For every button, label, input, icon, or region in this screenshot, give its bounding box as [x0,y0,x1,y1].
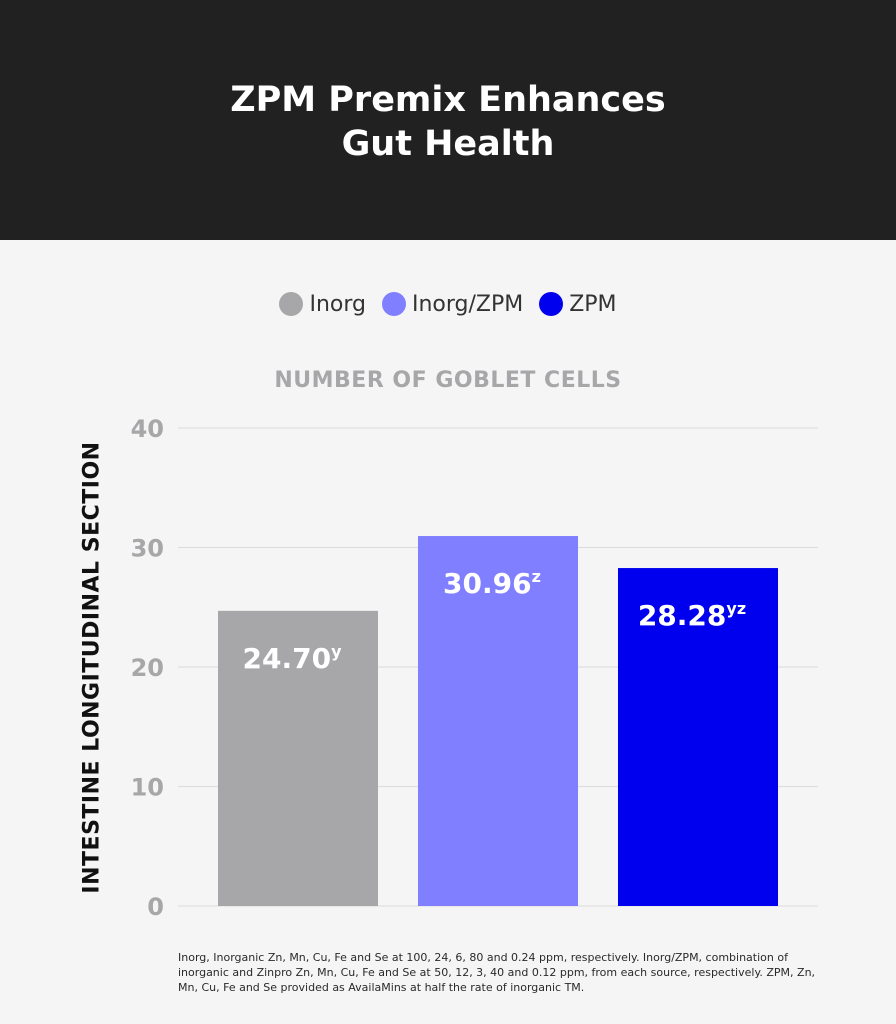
y-tick-label-10: 10 [131,774,164,802]
y-tick-label-40: 40 [131,415,164,443]
footnote: Inorg, Inorganic Zn, Mn, Cu, Fe and Se a… [178,951,816,994]
chart-title: NUMBER OF GOBLET CELLS [274,368,622,393]
legend-swatch-zpm [539,292,564,316]
legend-item-zpm: ZPM [539,291,617,317]
bar-inorg [218,610,378,906]
legend: Inorg Inorg/ZPM ZPM [0,286,896,322]
title-line-1: ZPM Premix Enhances [230,80,666,120]
legend-label-inorg: Inorg [309,291,366,317]
legend-swatch-inorg [279,292,304,316]
legend-item-inorg-zpm: Inorg/ZPM [381,291,524,317]
legend-label-inorg-zpm: Inorg/ZPM [411,291,524,317]
y-tick-label-20: 20 [131,654,164,682]
data-label-0: 24.70y [242,642,342,675]
title-line-2: Gut Health [341,124,555,164]
data-label-1: 30.96z [443,567,541,600]
chart-main-title: ZPM Premix Enhances Gut Health [230,74,666,166]
legend-label-zpm: ZPM [569,291,617,317]
legend-item-inorg: Inorg [279,292,366,317]
bar-inorg-zpm [418,536,578,906]
data-label-2: 28.28yz [638,599,746,632]
legend-swatch-inorg-zpm [381,292,406,316]
bar-zpm [618,568,778,906]
header-banner: ZPM Premix Enhances Gut Health [0,0,896,240]
y-tick-label-0: 0 [147,893,164,921]
y-tick-label-30: 30 [131,535,164,563]
